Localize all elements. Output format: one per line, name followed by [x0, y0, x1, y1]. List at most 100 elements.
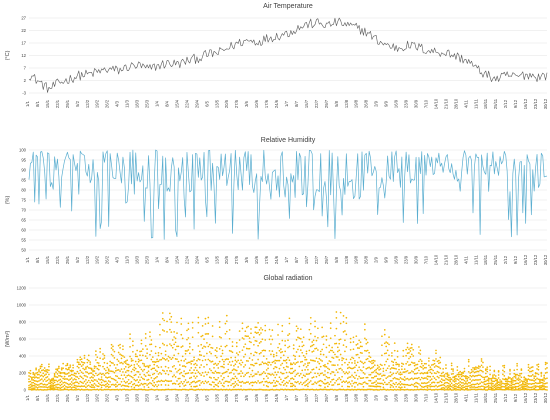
- radiation-point: [110, 347, 113, 349]
- radiation-point: [38, 373, 40, 376]
- radiation-point: [227, 363, 230, 366]
- radiation-point: [132, 376, 134, 379]
- radiation-point: [268, 373, 271, 376]
- radiation-point: [410, 383, 413, 386]
- radiation-point: [58, 379, 60, 382]
- radiation-point: [163, 370, 166, 372]
- radiation-point: [180, 323, 183, 325]
- radiation-point: [75, 381, 77, 383]
- radiation-point: [440, 384, 443, 387]
- radiation-point: [126, 385, 129, 387]
- radiation-point: [227, 389, 230, 391]
- radiation-point: [144, 382, 147, 385]
- radiation-point: [63, 381, 66, 384]
- radiation-point: [156, 388, 158, 391]
- radiation-point: [130, 364, 133, 367]
- air-temperature-x-tick-label: 19/2: [95, 99, 100, 108]
- radiation-point: [151, 367, 154, 370]
- radiation-point: [288, 359, 291, 362]
- global-radiation-x-tick-label: 1/4: [155, 394, 160, 400]
- radiation-point: [260, 351, 262, 354]
- radiation-point: [251, 363, 254, 366]
- relative-humidity-x-tick-label: 25/3: [145, 255, 150, 264]
- radiation-point: [247, 347, 249, 350]
- air-temperature-x-tick-label: 23/12: [533, 98, 538, 109]
- radiation-point: [179, 364, 181, 366]
- air-temperature-x-tick-label: 11/11: [473, 98, 478, 109]
- radiation-point: [163, 319, 166, 322]
- radiation-point: [401, 386, 403, 389]
- radiation-point: [406, 352, 409, 355]
- radiation-point: [479, 378, 481, 381]
- radiation-point: [110, 377, 113, 380]
- radiation-point: [509, 373, 511, 375]
- radiation-point: [509, 370, 511, 372]
- radiation-point: [460, 385, 463, 387]
- radiation-point: [110, 353, 113, 356]
- radiation-point: [154, 352, 157, 355]
- radiation-point: [32, 388, 35, 391]
- radiation-point: [228, 329, 231, 331]
- radiation-point: [274, 371, 277, 374]
- radiation-point: [157, 384, 160, 386]
- radiation-point: [355, 374, 358, 377]
- radiation-point: [502, 382, 504, 385]
- air-temperature-x-tick-label: 25/3: [145, 99, 150, 108]
- radiation-point: [82, 372, 84, 375]
- radiation-point: [28, 375, 30, 377]
- radiation-point: [496, 386, 499, 389]
- radiation-point: [58, 383, 60, 386]
- radiation-point: [537, 368, 540, 371]
- radiation-point: [450, 389, 453, 391]
- radiation-point: [391, 384, 393, 387]
- global-radiation-title: Global radiation: [263, 275, 312, 282]
- radiation-point: [68, 386, 70, 389]
- radiation-point: [349, 389, 352, 391]
- radiation-point: [43, 383, 46, 386]
- global-radiation-x-tick-label: 26/2: [105, 393, 110, 402]
- radiation-point: [466, 387, 469, 390]
- radiation-point: [406, 388, 409, 391]
- radiation-point: [171, 382, 174, 385]
- radiation-point: [83, 368, 86, 371]
- radiation-point: [274, 359, 277, 362]
- radiation-point: [430, 372, 433, 375]
- radiation-point: [137, 360, 140, 363]
- radiation-point: [214, 349, 217, 351]
- radiation-point: [166, 358, 168, 360]
- radiation-point: [143, 363, 146, 365]
- radiation-point: [60, 386, 63, 389]
- radiation-point: [76, 361, 79, 363]
- radiation-point: [371, 382, 373, 385]
- radiation-point: [420, 382, 423, 384]
- air-temperature-y-tick-label: 12: [21, 53, 26, 58]
- radiation-point: [324, 364, 326, 366]
- radiation-point: [401, 365, 403, 368]
- radiation-point: [245, 359, 248, 362]
- radiation-point: [251, 369, 254, 372]
- radiation-point: [89, 381, 92, 384]
- radiation-point: [191, 381, 194, 383]
- radiation-point: [426, 389, 429, 391]
- radiation-point: [208, 343, 211, 346]
- radiation-point: [96, 361, 99, 364]
- radiation-point: [311, 344, 314, 347]
- radiation-point: [97, 368, 100, 371]
- radiation-point: [314, 388, 316, 391]
- radiation-point: [487, 382, 490, 385]
- relative-humidity-x-tick-label: 22/1: [55, 255, 60, 264]
- radiation-point: [126, 369, 129, 372]
- radiation-point: [235, 388, 238, 391]
- radiation-point: [288, 371, 291, 374]
- radiation-point: [134, 379, 137, 382]
- radiation-point: [244, 353, 247, 356]
- radiation-point: [460, 373, 463, 376]
- radiation-point: [408, 389, 410, 391]
- radiation-point: [180, 333, 183, 336]
- air-temperature-x-tick-label: 16/12: [523, 98, 528, 109]
- radiation-point: [207, 333, 210, 335]
- radiation-point: [173, 354, 175, 357]
- radiation-point: [164, 353, 167, 356]
- radiation-point: [43, 386, 46, 388]
- radiation-point: [513, 389, 516, 391]
